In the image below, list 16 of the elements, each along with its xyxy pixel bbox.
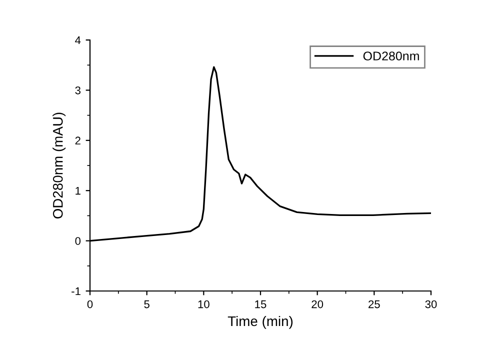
x-tick-label: 15 <box>255 300 266 308</box>
y-tick-label: -1 <box>72 287 80 296</box>
legend-label: OD280nm <box>363 52 419 60</box>
x-axis-title: Time (min) <box>228 316 293 329</box>
y-tick-label: 4 <box>75 36 81 44</box>
y-tick-label: 2 <box>75 136 80 144</box>
x-tick-label: 10 <box>198 300 210 308</box>
x-tick-label: 20 <box>312 300 324 308</box>
x-tick-label: 25 <box>368 300 380 308</box>
x-tick-label: 5 <box>144 300 150 308</box>
x-tick-label: 30 <box>425 300 437 308</box>
y-axis-title: OD280nm (mAU) <box>52 112 66 218</box>
y-tick-label: 3 <box>75 86 80 94</box>
x-tick-label: 0 <box>87 300 93 308</box>
y-tick-label: 1 <box>76 186 80 195</box>
y-tick-label: 0 <box>75 237 81 245</box>
